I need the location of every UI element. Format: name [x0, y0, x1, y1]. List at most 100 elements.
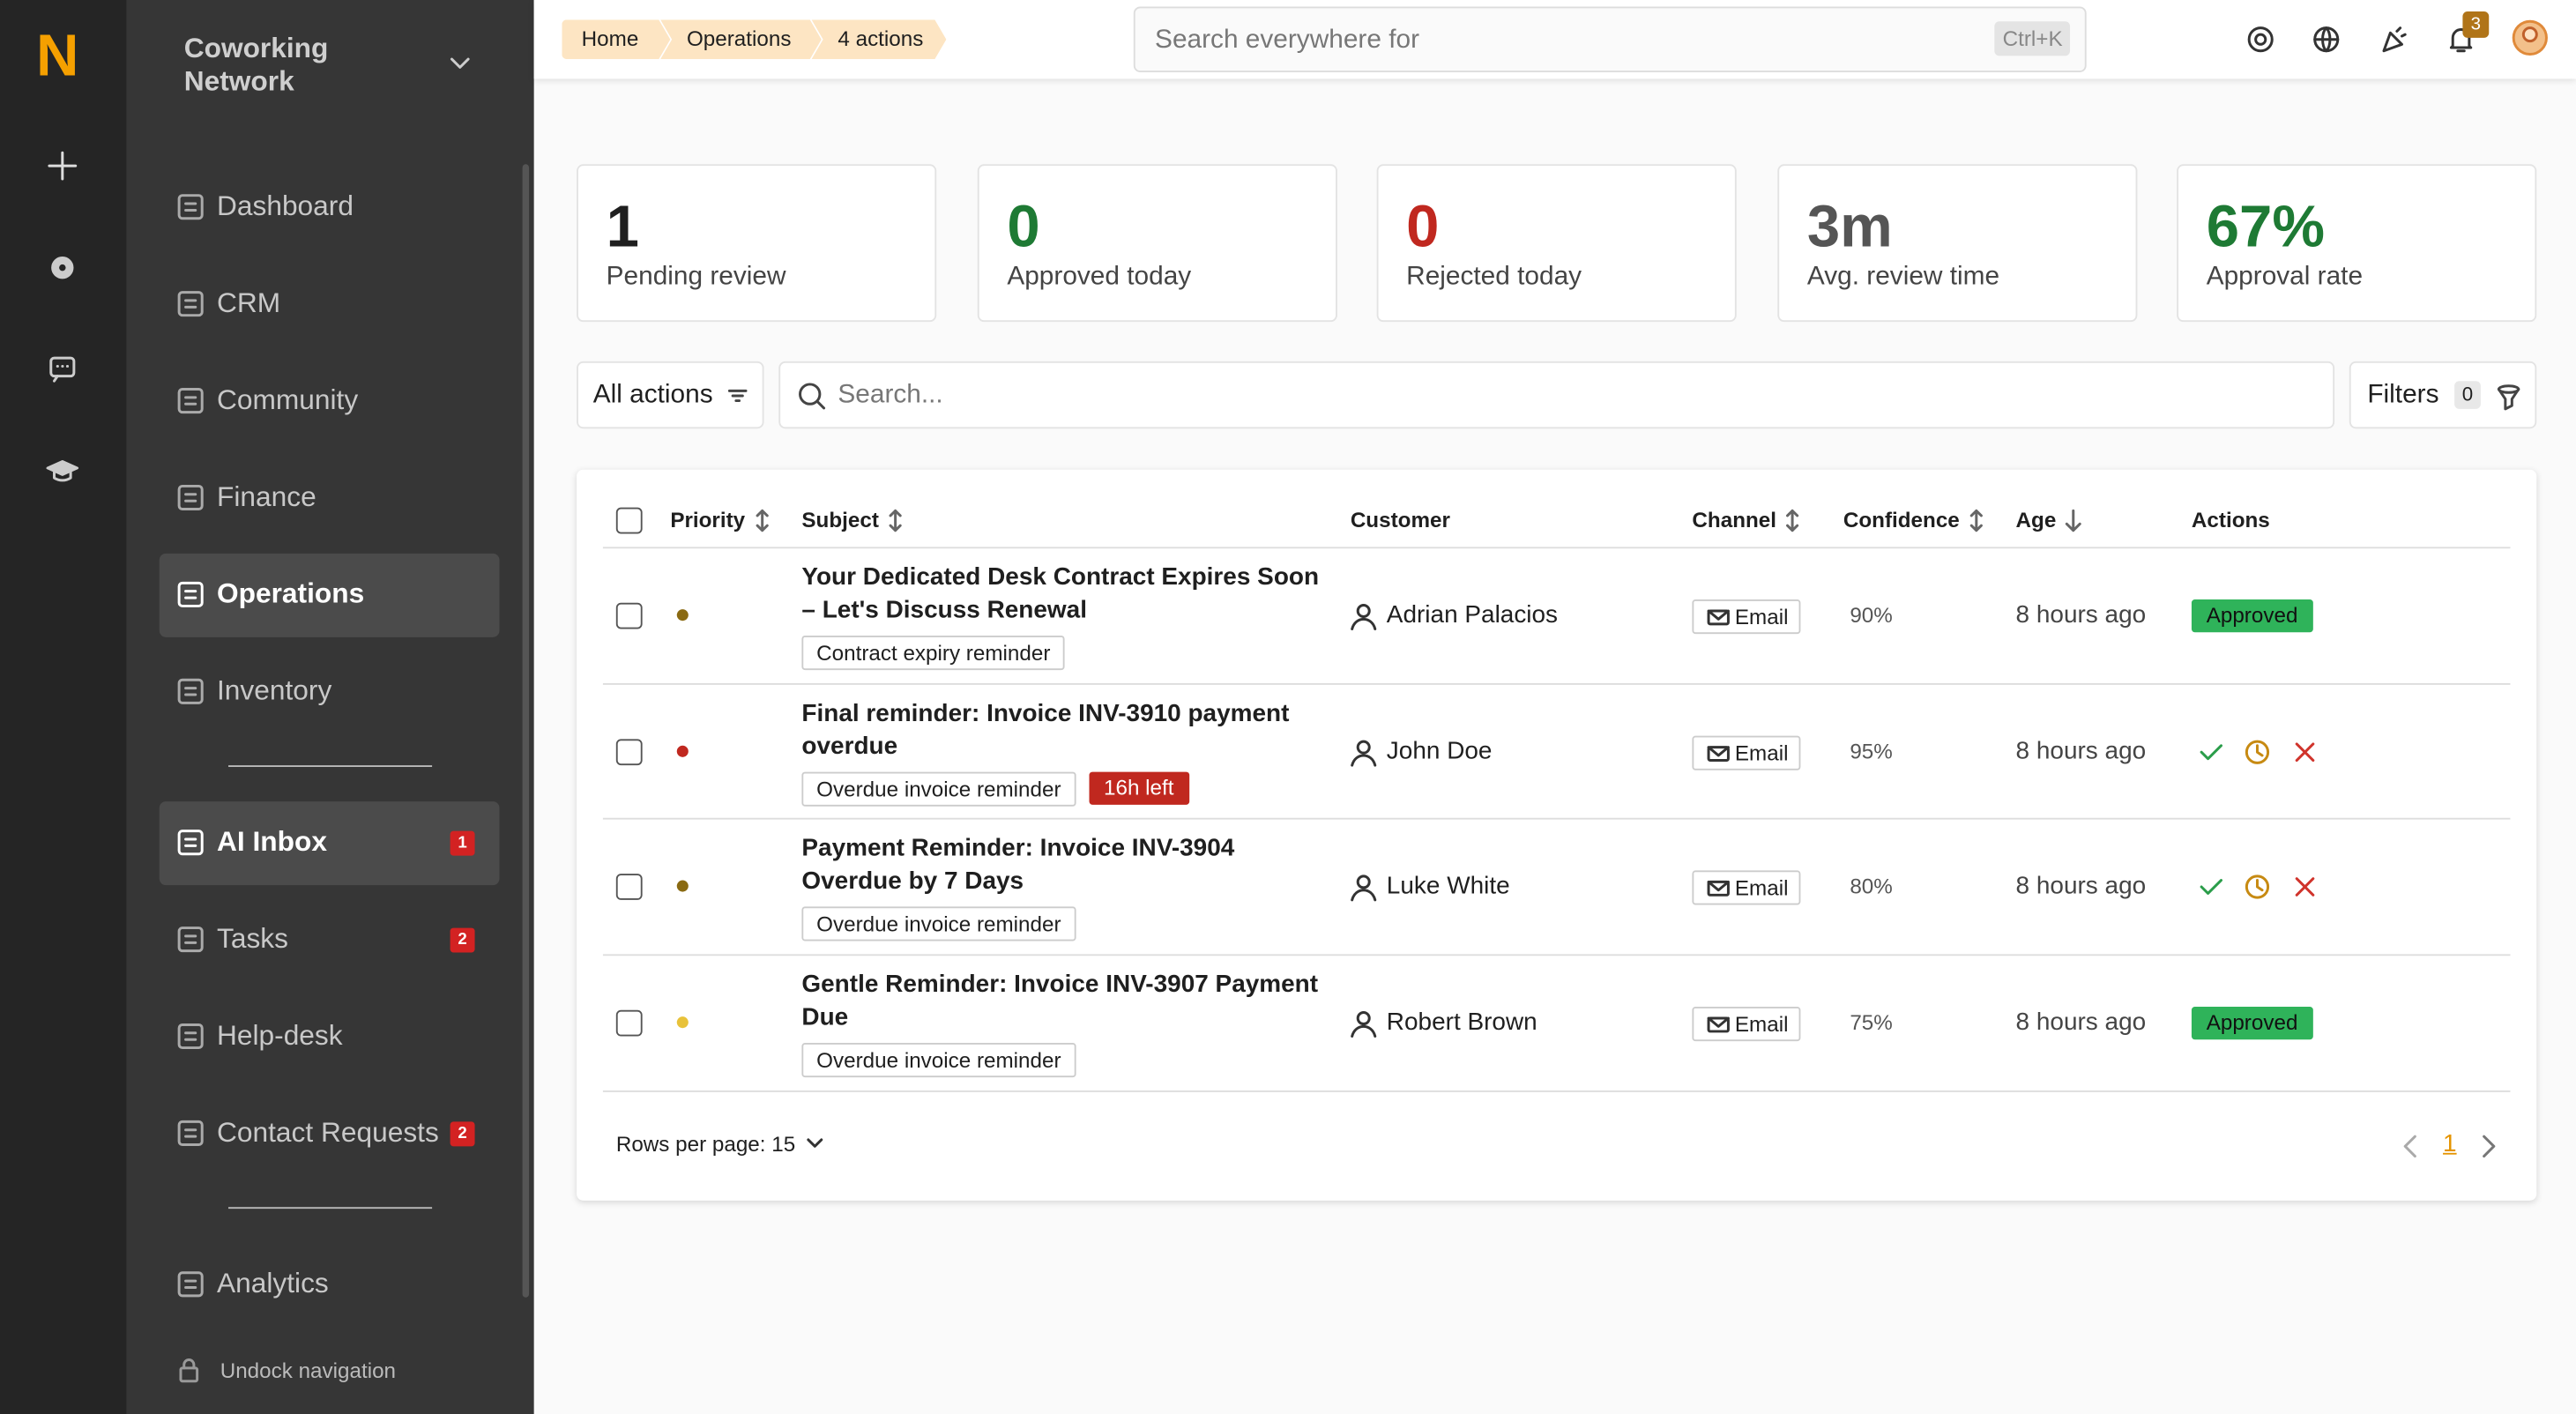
reject-button[interactable] — [2292, 874, 2319, 901]
column-header[interactable]: Channel — [1692, 507, 1777, 532]
subject[interactable]: Final reminder: Invoice INV-3910 payment… — [801, 699, 1290, 760]
stat-value: 3m — [1806, 191, 1893, 260]
sort-icon — [755, 509, 768, 532]
reject-button[interactable] — [2292, 739, 2319, 765]
column-header[interactable]: Subject — [801, 507, 879, 532]
customer-icon — [1351, 740, 1377, 767]
nav-item[interactable]: AI Inbox — [216, 826, 327, 858]
priority-dot — [676, 1016, 689, 1029]
approve-button[interactable] — [2198, 739, 2224, 765]
row-checkbox[interactable] — [615, 1009, 643, 1037]
stat-label: Approved today — [1007, 263, 1192, 291]
add-icon — [48, 151, 78, 181]
priority-dot — [676, 745, 689, 757]
breadcrumb[interactable]: 4 actions — [812, 19, 947, 59]
nav-icon — [177, 194, 204, 220]
nav-item[interactable]: Analytics — [216, 1268, 329, 1299]
nav-icon — [177, 388, 204, 414]
status-badge: Approved — [2191, 1007, 2313, 1040]
rows-chevron — [807, 1138, 823, 1148]
deadline-tag: 16h left — [1089, 771, 1189, 805]
global-search[interactable]: Search everywhere for Ctrl+K — [1133, 6, 2087, 72]
help-icon — [2247, 26, 2274, 53]
learn-icon — [46, 459, 79, 482]
age: 8 hours ago — [2015, 872, 2147, 901]
row-checkbox[interactable] — [615, 602, 643, 629]
notification-badge[interactable]: 3 — [2462, 11, 2490, 38]
breadcrumb-label: 4 actions — [838, 26, 924, 51]
row-checkbox[interactable] — [615, 507, 643, 534]
nav-item[interactable]: Finance — [216, 480, 316, 513]
channel: Email — [1734, 875, 1789, 901]
row-divider — [602, 818, 2511, 821]
shortcut-hint: Ctrl+K — [1994, 21, 2071, 56]
stat-card: 1 Pending review — [577, 164, 937, 323]
customer: Robert Brown — [1386, 1008, 1537, 1037]
settings-icon — [51, 256, 74, 279]
snooze-button[interactable] — [2245, 739, 2271, 765]
workspace-name[interactable]: Coworking Network — [183, 33, 329, 97]
nav-item[interactable]: Contact Requests — [216, 1116, 439, 1149]
current-page[interactable]: 1 — [2443, 1129, 2457, 1158]
sort-icon — [1786, 509, 1799, 532]
header-divider — [602, 547, 2511, 549]
filters-button[interactable]: Filters 0 — [2349, 361, 2537, 429]
column-header[interactable]: Confidence — [1843, 507, 1960, 532]
column-header[interactable]: Priority — [670, 507, 746, 532]
filters-label: Filters — [2367, 381, 2439, 409]
nav-item[interactable]: Community — [216, 383, 359, 416]
rail — [0, 0, 127, 1414]
approve-button[interactable] — [2198, 874, 2224, 901]
stat-label: Approval rate — [2206, 263, 2364, 291]
channel: Email — [1734, 1011, 1789, 1037]
subject[interactable]: Payment Reminder: Invoice INV-3904 Overd… — [801, 835, 1235, 897]
confidence: 80% — [1850, 874, 1893, 899]
next-page[interactable] — [2479, 1133, 2498, 1159]
celebrate-icon — [2382, 26, 2407, 53]
undock-link[interactable]: Undock navigation — [220, 1358, 397, 1383]
search-icon — [799, 383, 826, 410]
sidebar — [126, 0, 534, 1414]
subject[interactable]: Your Dedicated Desk Contract Expires Soo… — [801, 562, 1320, 624]
action-filter[interactable]: All actions — [577, 361, 764, 429]
nav-item[interactable]: Tasks — [216, 922, 288, 955]
tag: Overdue invoice reminder — [801, 1043, 1076, 1078]
breadcrumb[interactable]: Operations — [660, 19, 822, 59]
confidence: 75% — [1850, 1009, 1893, 1035]
nav-item[interactable]: Help-desk — [216, 1019, 343, 1052]
subject[interactable]: Gentle Reminder: Invoice INV-3907 Paymen… — [801, 971, 1319, 1032]
snooze-button[interactable] — [2245, 874, 2271, 901]
column-header[interactable]: Age — [2015, 507, 2057, 532]
table-search[interactable]: Search... — [778, 361, 2335, 429]
nav-badge: 2 — [450, 1121, 475, 1147]
nav-divider — [228, 765, 433, 767]
prev-page[interactable] — [2401, 1133, 2420, 1159]
nav-item[interactable]: Operations — [216, 577, 365, 610]
breadcrumb[interactable]: Home — [562, 19, 670, 59]
age: 8 hours ago — [2015, 600, 2147, 629]
nav-icon — [177, 291, 204, 317]
rows-per-page[interactable]: Rows per page: 15 — [615, 1131, 796, 1157]
customer: Luke White — [1386, 872, 1510, 901]
stat-value: 67% — [2206, 191, 2325, 260]
row-checkbox[interactable] — [615, 874, 643, 901]
nav-divider — [228, 1207, 433, 1209]
row-checkbox[interactable] — [615, 738, 643, 765]
channel-chip: Email — [1692, 599, 1801, 635]
feedback-icon — [49, 356, 76, 383]
mail-icon — [1707, 745, 1730, 762]
stat-value: 0 — [1007, 191, 1040, 260]
confidence: 90% — [1850, 602, 1893, 628]
column-header: Actions — [2191, 507, 2270, 532]
age: 8 hours ago — [2015, 736, 2147, 765]
sort-icon — [1969, 509, 1983, 532]
nav-item[interactable]: CRM — [216, 287, 281, 319]
nav-item[interactable]: Dashboard — [216, 190, 354, 222]
nav-item[interactable]: Inventory — [216, 674, 332, 707]
priority-dot — [676, 609, 689, 621]
nav-icon — [177, 678, 204, 704]
channel-chip: Email — [1692, 735, 1801, 770]
status-badge: Approved — [2191, 599, 2313, 633]
confidence: 95% — [1850, 738, 1893, 763]
